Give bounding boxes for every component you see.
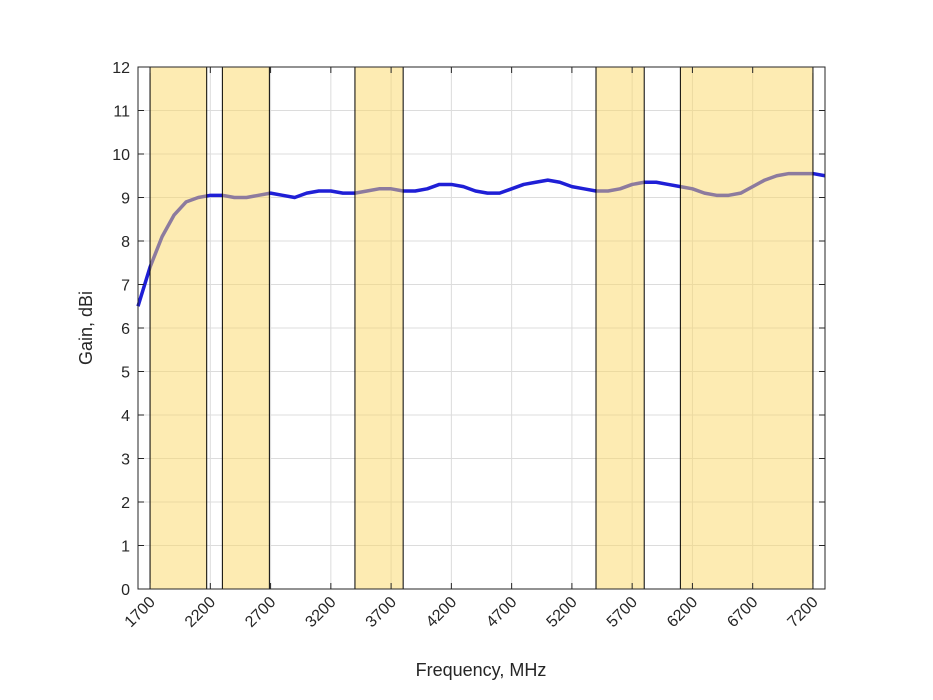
x-tick-label: 1700 <box>122 594 159 631</box>
x-tick-label: 5700 <box>604 594 641 631</box>
axes-box <box>137 66 826 590</box>
y-tick-label: 4 <box>121 408 130 425</box>
y-tick-label: 11 <box>113 104 130 121</box>
x-tick-label: 6200 <box>664 594 701 631</box>
band <box>221 66 270 590</box>
y-tick-label: 0 <box>121 582 130 599</box>
y-tick-label: 6 <box>121 321 130 338</box>
y-axis-label: Gain, dBi <box>76 291 96 365</box>
band <box>149 66 208 590</box>
x-tick-label: 2200 <box>182 594 219 631</box>
x-axis-label: Frequency, MHz <box>416 660 547 680</box>
y-tick-label: 3 <box>121 452 130 469</box>
y-tick-label: 2 <box>121 495 130 512</box>
bands <box>149 66 814 590</box>
x-tick-label: 3700 <box>363 594 400 631</box>
y-tick-label: 8 <box>121 234 130 251</box>
x-tick-label: 6700 <box>724 594 761 631</box>
y-tick-label: 5 <box>121 365 130 382</box>
x-tick-label: 7200 <box>785 594 822 631</box>
band <box>354 66 404 590</box>
x-tick-label: 2700 <box>242 594 279 631</box>
band <box>595 66 645 590</box>
y-tick-label: 7 <box>121 278 130 295</box>
y-tick-label: 12 <box>112 60 130 77</box>
band <box>679 66 814 590</box>
x-tick-label: 4700 <box>483 594 520 631</box>
x-tick-label: 5200 <box>544 594 581 631</box>
x-tick-label: 3200 <box>302 594 339 631</box>
x-tick-label: 4200 <box>423 594 460 631</box>
y-tick-label: 10 <box>112 147 130 164</box>
y-tick-label: 1 <box>121 539 130 556</box>
y-tick-label: 9 <box>121 191 130 208</box>
